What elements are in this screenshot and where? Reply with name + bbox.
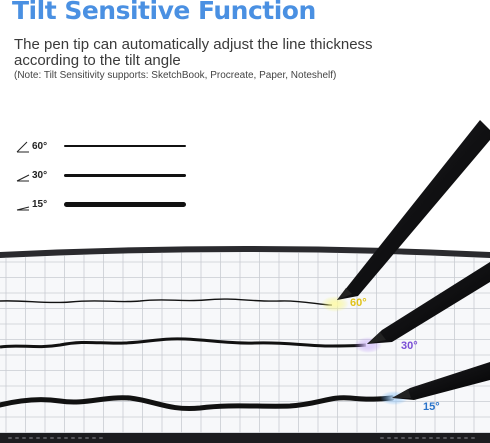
speaker-grille bbox=[8, 437, 475, 439]
angle-icon bbox=[16, 206, 30, 211]
tip-glow-60 bbox=[321, 296, 349, 312]
legend-label-30: 30° bbox=[32, 170, 48, 181]
angle-label-60: 60° bbox=[350, 297, 367, 309]
compatibility-note: (Note: Tilt Sensitivity supports: Sketch… bbox=[14, 70, 337, 81]
angle-label-30: 30° bbox=[401, 340, 418, 352]
description-line-1: The pen tip can automatically adjust the… bbox=[14, 36, 373, 53]
stylus-60 bbox=[337, 120, 490, 300]
angle-icon bbox=[16, 174, 30, 182]
stroke-15 bbox=[0, 395, 395, 412]
description-line-2: according to the tilt angle bbox=[14, 52, 181, 69]
stylus-30 bbox=[367, 262, 490, 344]
legend-label-15: 15° bbox=[32, 199, 48, 210]
angle-label-15: 15° bbox=[423, 401, 440, 413]
legend-label-60: 60° bbox=[32, 141, 48, 152]
description: The pen tip can automatically adjust the… bbox=[14, 37, 394, 69]
legend-stroke-thick bbox=[64, 202, 186, 207]
stroke-60 bbox=[0, 298, 333, 306]
page-title: Tilt Sensitive Function bbox=[12, 0, 316, 25]
angle-icon bbox=[16, 141, 29, 153]
legend-stroke-thin bbox=[64, 145, 186, 147]
stroke-30 bbox=[0, 337, 367, 349]
stylus-15 bbox=[392, 362, 490, 400]
legend-stroke-medium bbox=[64, 174, 186, 177]
